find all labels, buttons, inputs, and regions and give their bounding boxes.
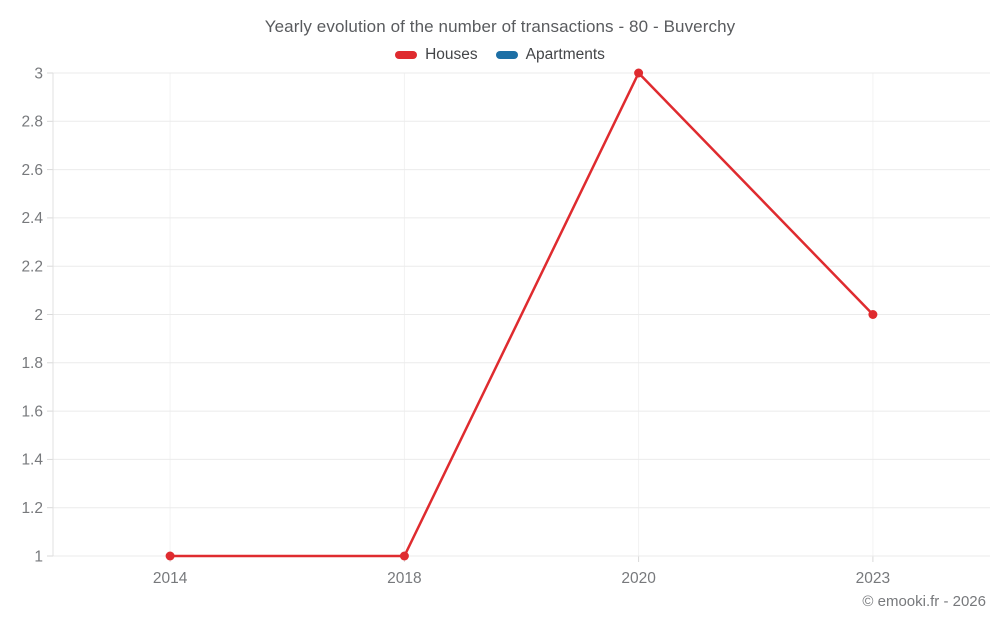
y-grid-and-labels: 1 1.2 1.4 1.6 1.8 2 2.2 2.4 2.6 2.8 3: [21, 65, 990, 565]
series-line-houses: [168, 71, 875, 558]
x-tick-label: 2023: [856, 570, 890, 587]
x-tick-label: 2018: [387, 570, 421, 587]
data-point-houses-2020[interactable]: [634, 68, 644, 78]
x-tick-label: 2020: [621, 570, 656, 587]
y-tick-label: 1: [34, 548, 43, 565]
y-tick-label: 2.6: [21, 162, 43, 179]
legend-item-apartments[interactable]: Apartments: [495, 46, 605, 64]
legend-label: Houses: [425, 46, 478, 63]
chart-title: Yearly evolution of the number of transa…: [264, 17, 736, 36]
legend-marker-apartments: [495, 51, 518, 59]
y-tick-label: 2.4: [21, 210, 43, 227]
y-tick-label: 2.2: [21, 258, 43, 275]
legend-label: Apartments: [525, 46, 605, 63]
y-tick-label: 2.8: [21, 114, 43, 131]
y-tick-label: 3: [34, 65, 43, 82]
y-tick-label: 1.6: [21, 403, 43, 420]
y-tick-label: 1.8: [21, 355, 43, 372]
data-point-houses-2023[interactable]: [868, 310, 878, 319]
data-point-houses-2018[interactable]: [399, 551, 409, 561]
y-tick-label: 1.2: [21, 500, 43, 517]
series-houses: [165, 68, 878, 561]
legend-item-houses[interactable]: Houses: [395, 46, 478, 64]
data-point-houses-2014[interactable]: [165, 551, 175, 561]
x-tick-label: 2014: [153, 570, 188, 587]
x-grid-and-labels: 2014 2018 2020 2023: [153, 73, 890, 587]
y-tick-label: 1.4: [21, 452, 43, 469]
copyright-text: © emooki.fr - 2026: [862, 593, 986, 610]
legend-marker-houses: [395, 51, 418, 59]
chart-legend: Houses Apartments: [0, 46, 1000, 64]
y-tick-label: 2: [34, 307, 43, 324]
